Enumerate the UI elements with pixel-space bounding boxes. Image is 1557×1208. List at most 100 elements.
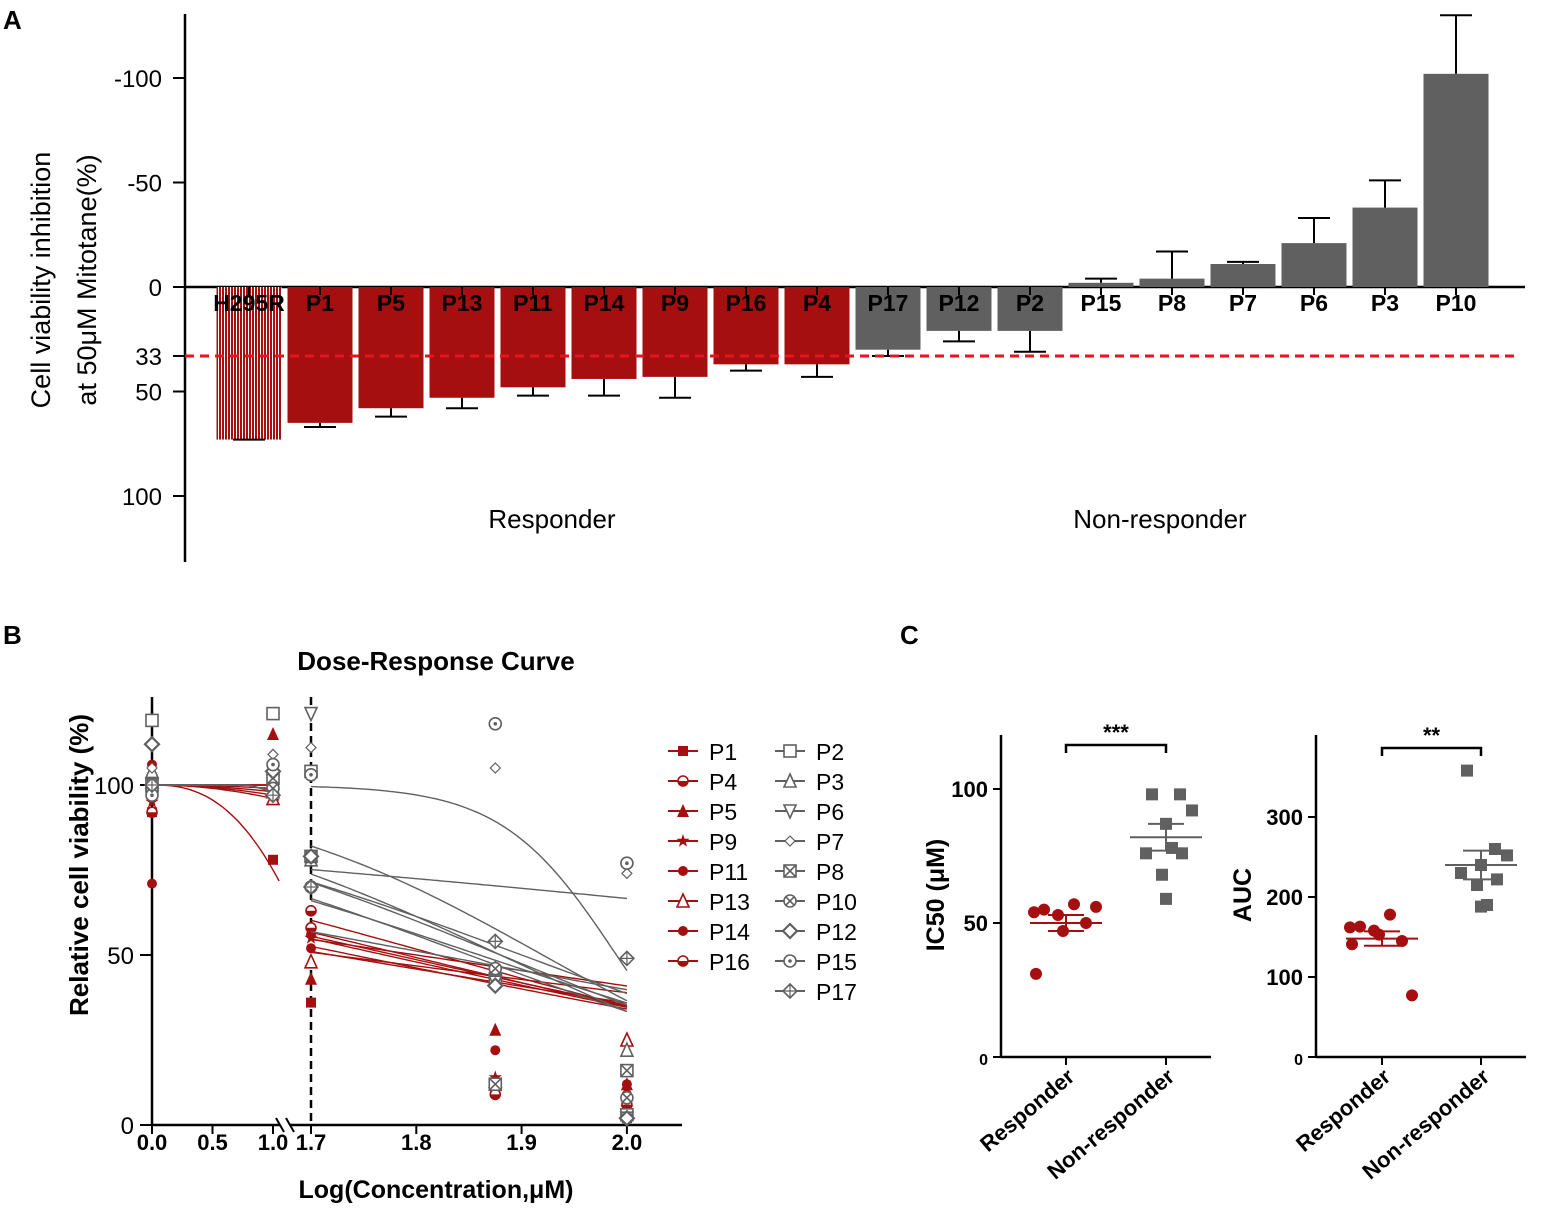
- c-left-ytick-label-2: 100: [951, 777, 988, 802]
- b-point-P8-3: [488, 1077, 503, 1091]
- b-xtick-left-label-2: 1.0: [258, 1130, 289, 1155]
- b-curve-right-P2: [310, 931, 628, 991]
- panel-b-dose-response: Dose-Response Curve Log(Concentration,μM…: [64, 646, 857, 1204]
- b-legend-label-P9: P9: [709, 829, 737, 855]
- b-point-P17-4: [618, 950, 636, 967]
- b-curve-right-P15: [310, 785, 628, 971]
- b-point-P13-2: [303, 952, 319, 969]
- b-title: Dose-Response Curve: [297, 646, 574, 676]
- c-left-point-1-0: [1146, 788, 1158, 801]
- b-point-P7-2: [305, 741, 317, 754]
- b-point-P15-4: [620, 856, 634, 871]
- c-right-sig-bar: [1380, 746, 1483, 756]
- a-ylabel-line2: at 50μM Mitotane(%): [72, 154, 102, 405]
- b-xlabel: Log(Concentration,μM): [299, 1176, 574, 1204]
- b-point-P15-3: [488, 716, 503, 731]
- b-legend-marker-P12: [781, 922, 799, 940]
- b-point-P11-2: [306, 929, 316, 940]
- c-right-point-0-7: [1406, 989, 1418, 1002]
- a-group-label-nonresponder: Non-responder: [1073, 504, 1247, 534]
- b-curve-right-P7: [310, 845, 628, 1002]
- c-left-point-0-4: [1028, 906, 1040, 919]
- a-cat-label-P14: P14: [584, 290, 625, 316]
- b-point-P11-3: [490, 1045, 501, 1056]
- c-right-point-1-8: [1481, 899, 1493, 911]
- c-right-point-0-2: [1384, 908, 1396, 921]
- b-legend-marker-P11: [678, 866, 688, 876]
- c-right-ytick-label-2: 200: [1266, 885, 1303, 910]
- b-legend-label-P12: P12: [816, 919, 857, 945]
- panel-c-scatter: IC50 (μM) AUC 050100ResponderNon-respond…: [922, 720, 1526, 1184]
- b-legend-label-P11: P11: [709, 859, 748, 885]
- a-ylabel-line1: Cell viability inhibition: [26, 152, 56, 409]
- b-point-P5-2: [305, 971, 317, 985]
- c-right-ylabel: AUC: [1229, 868, 1257, 922]
- a-cat-label-P10: P10: [1436, 290, 1477, 316]
- b-legend-label-P17: P17: [816, 979, 857, 1005]
- a-cat-label-P2: P2: [1016, 290, 1044, 316]
- c-right-point-0-6: [1346, 938, 1358, 951]
- b-point-P12-4: [618, 1109, 636, 1127]
- c-right-xlabel-0: Responder: [1291, 1063, 1395, 1156]
- b-point-P1-2: [306, 997, 316, 1008]
- b-curve-left-P1: [152, 784, 280, 882]
- b-point-P1-1: [268, 854, 278, 865]
- b-legend-label-P1: P1: [709, 739, 737, 765]
- b-legend-marker-P6: [782, 804, 798, 820]
- c-right-ytick-label-0: 0: [1294, 1052, 1303, 1069]
- b-point-P10-3: [488, 961, 503, 976]
- b-point-P11-0: [147, 878, 157, 889]
- b-legend-marker-P5: [677, 804, 689, 817]
- b-point-P16-2: [305, 904, 317, 917]
- b-legend-marker-P14: [678, 926, 688, 936]
- a-cat-label-P15: P15: [1081, 290, 1122, 316]
- b-legend-label-P7: P7: [816, 829, 844, 855]
- a-cat-label-P3: P3: [1371, 290, 1399, 316]
- b-xtick-right-label-2: 1.9: [506, 1130, 537, 1155]
- b-legend-label-P16: P16: [709, 949, 750, 975]
- a-bar-P10: [1423, 73, 1489, 287]
- a-ytick-label-3: 33: [135, 344, 162, 371]
- a-cat-label-P7: P7: [1229, 290, 1257, 316]
- a-bar-P16: [713, 287, 779, 365]
- b-legend-marker-P3: [782, 772, 798, 788]
- b-axis-break-1: [275, 1117, 285, 1133]
- c-right-point-1-0: [1461, 764, 1473, 777]
- b-xtick-left-label-0: 0.0: [137, 1130, 168, 1155]
- b-point-P6-2: [303, 706, 319, 723]
- a-bar-P14: [571, 287, 637, 379]
- c-right-point-1-6: [1471, 879, 1483, 891]
- b-point-P7-3: [489, 762, 502, 774]
- a-bar-P6: [1281, 243, 1347, 287]
- panel-letter-c: C: [900, 620, 919, 650]
- c-left-point-1-6: [1156, 868, 1168, 881]
- b-point-P14-2: [306, 943, 316, 954]
- b-xtick-right-label-0: 1.7: [296, 1130, 327, 1155]
- a-cat-label-P8: P8: [1158, 290, 1186, 316]
- b-legend-marker-P8: [783, 864, 797, 878]
- b-curve-right-P16: [310, 931, 628, 1008]
- b-curve-right-P10: [310, 881, 628, 1006]
- b-legend-marker-P9: [676, 834, 690, 847]
- b-point-P17-3: [487, 933, 504, 950]
- c-left-point-1-4: [1140, 847, 1152, 860]
- b-ytick-label-0: 0: [121, 1113, 134, 1140]
- b-point-P17-2: [302, 878, 320, 896]
- b-point-P16-0: [146, 806, 158, 819]
- a-ytick-label-5: 100: [122, 484, 162, 511]
- b-legend-marker-P15: [783, 954, 797, 968]
- b-point-P11-4: [621, 1079, 632, 1090]
- c-left-ylabel: IC50 (μM): [922, 839, 950, 952]
- b-legend-marker-P7: [784, 835, 796, 847]
- a-cat-label-P4: P4: [803, 290, 831, 316]
- c-left-point-0-7: [1090, 900, 1102, 913]
- a-cat-label-P13: P13: [442, 290, 483, 316]
- a-ytick-label-1: -50: [127, 171, 162, 198]
- panel-a-bar-chart: Cell viability inhibition at 50μM Mitota…: [26, 14, 1525, 562]
- b-curve-right-P17: [310, 868, 627, 900]
- b-legend-label-P5: P5: [709, 799, 737, 825]
- b-legend-label-P3: P3: [816, 769, 844, 795]
- b-legend-marker-P10: [783, 894, 797, 908]
- b-curve-right-P12: [310, 899, 628, 1004]
